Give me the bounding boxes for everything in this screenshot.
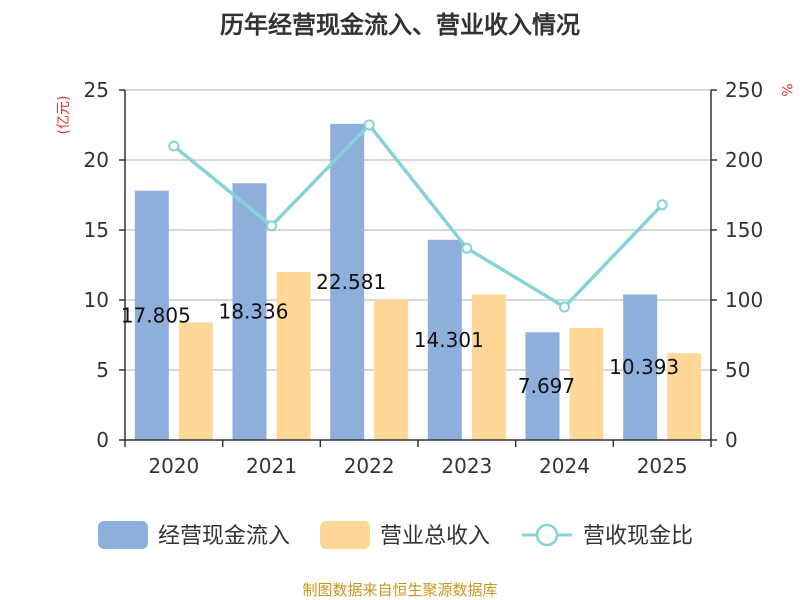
bar-revenue xyxy=(569,328,604,440)
data-label: 18.336 xyxy=(219,300,289,324)
left-axis-tick-label: 20 xyxy=(84,148,109,172)
bar-cash-inflow xyxy=(427,239,462,440)
left-axis-tick-label: 0 xyxy=(96,428,109,452)
legend-label-ratio: 营收现金比 xyxy=(583,524,693,549)
data-labels: 17.805 18.336 22.581 14.301 7.697 10.393 xyxy=(121,270,679,398)
right-axis-tick-label: 150 xyxy=(725,218,763,242)
legend-label-cash-inflow: 经营现金流入 xyxy=(158,524,290,549)
bar-cash-inflow xyxy=(525,332,560,440)
legend: 经营现金流入 营业总收入 营收现金比 xyxy=(98,521,693,549)
right-axis-tick-label: 100 xyxy=(725,288,763,312)
chart-title: 历年经营现金流入、营业收入情况 xyxy=(220,11,580,39)
right-axis-tick-label: 0 xyxy=(725,428,738,452)
ratio-series-line xyxy=(172,122,664,310)
legend-swatch-revenue xyxy=(320,521,370,549)
bar-cash-inflow xyxy=(330,123,365,440)
left-axis-tick-label: 15 xyxy=(84,218,109,242)
x-axis-tick-label: 2022 xyxy=(344,454,395,478)
x-axis-tick-label: 2024 xyxy=(539,454,590,478)
left-axis-unit: (亿元) xyxy=(56,96,72,135)
left-axis-tick-label: 25 xyxy=(84,78,109,102)
bar-revenue xyxy=(178,322,213,440)
bar-revenue xyxy=(374,300,409,440)
bar-cash-inflow xyxy=(623,294,658,440)
x-axis-tick-label: 2020 xyxy=(148,454,199,478)
bar-revenue xyxy=(276,272,311,440)
left-axis-tick-label: 5 xyxy=(96,358,109,382)
source-note: 制图数据来自恒生聚源数据库 xyxy=(302,581,497,599)
right-axis-tick-label: 50 xyxy=(725,358,750,382)
bar-cash-inflow xyxy=(232,183,267,440)
x-axis-tick-label: 2021 xyxy=(246,454,297,478)
data-label: 10.393 xyxy=(609,355,679,379)
bar-revenue xyxy=(667,353,702,440)
legend-swatch-cash-inflow xyxy=(98,521,148,549)
data-label: 14.301 xyxy=(414,328,484,352)
right-axis-unit: % xyxy=(778,83,794,96)
ratio-point xyxy=(363,119,375,131)
left-axis-tick-label: 10 xyxy=(84,288,109,312)
data-label: 7.697 xyxy=(518,374,575,398)
ratio-point xyxy=(461,242,473,254)
bar-revenue xyxy=(471,294,506,440)
x-axis-tick-label: 2023 xyxy=(441,454,492,478)
right-axis-tick-label: 250 xyxy=(725,78,763,102)
legend-swatch-ratio-marker xyxy=(535,523,559,547)
x-axis-tick-label: 2025 xyxy=(637,454,688,478)
ratio-point xyxy=(266,220,277,232)
ratio-point xyxy=(559,301,570,313)
bar-cash-inflow xyxy=(134,190,169,440)
ratio-point xyxy=(656,199,668,211)
right-axis-tick-label: 200 xyxy=(725,148,763,172)
data-label: 17.805 xyxy=(121,303,191,327)
legend-label-revenue: 营业总收入 xyxy=(380,524,490,549)
gridlines xyxy=(125,89,711,371)
ratio-point xyxy=(168,140,180,152)
bars xyxy=(134,123,702,440)
data-label: 22.581 xyxy=(316,270,386,294)
ratio-line xyxy=(168,119,668,313)
